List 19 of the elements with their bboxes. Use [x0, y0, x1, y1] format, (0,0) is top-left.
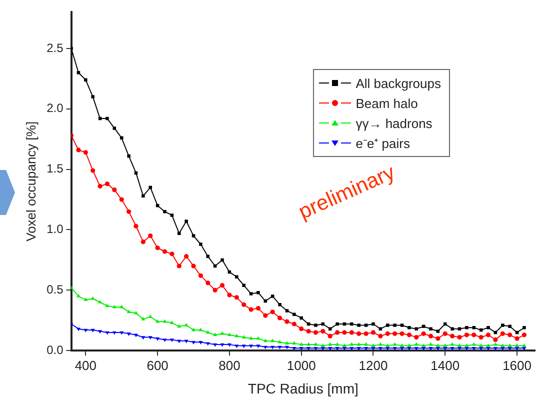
- x-tick-label: 600: [146, 358, 168, 373]
- x-tick-label: 800: [218, 358, 240, 373]
- x-tick-label: 1000: [286, 358, 316, 373]
- legend-label: Beam halo: [356, 96, 418, 110]
- y-tick-label: 1.0: [46, 222, 64, 236]
- x-tick-label: 1400: [430, 358, 460, 373]
- x-tick-label: 400: [74, 358, 97, 373]
- legend-label: e⁻e⁺ pairs: [356, 135, 410, 152]
- x-axis-title: TPC Radius [mm]: [248, 380, 358, 396]
- y-tick-label: 2.0: [46, 101, 64, 116]
- x-tick-label: 1600: [502, 358, 532, 373]
- x-tick-label: 1200: [358, 358, 388, 373]
- y-tick-label: 0.5: [46, 282, 64, 296]
- y-tick-label: 1.5: [46, 162, 64, 176]
- y-axis-title: Voxel occupancy [%]: [23, 121, 38, 242]
- legend-label: All backgroups: [356, 76, 441, 90]
- legend-label: γγ→ hadrons: [356, 116, 432, 130]
- y-tick-label: 0.0: [46, 342, 64, 357]
- y-tick-label: 2.5: [46, 40, 64, 55]
